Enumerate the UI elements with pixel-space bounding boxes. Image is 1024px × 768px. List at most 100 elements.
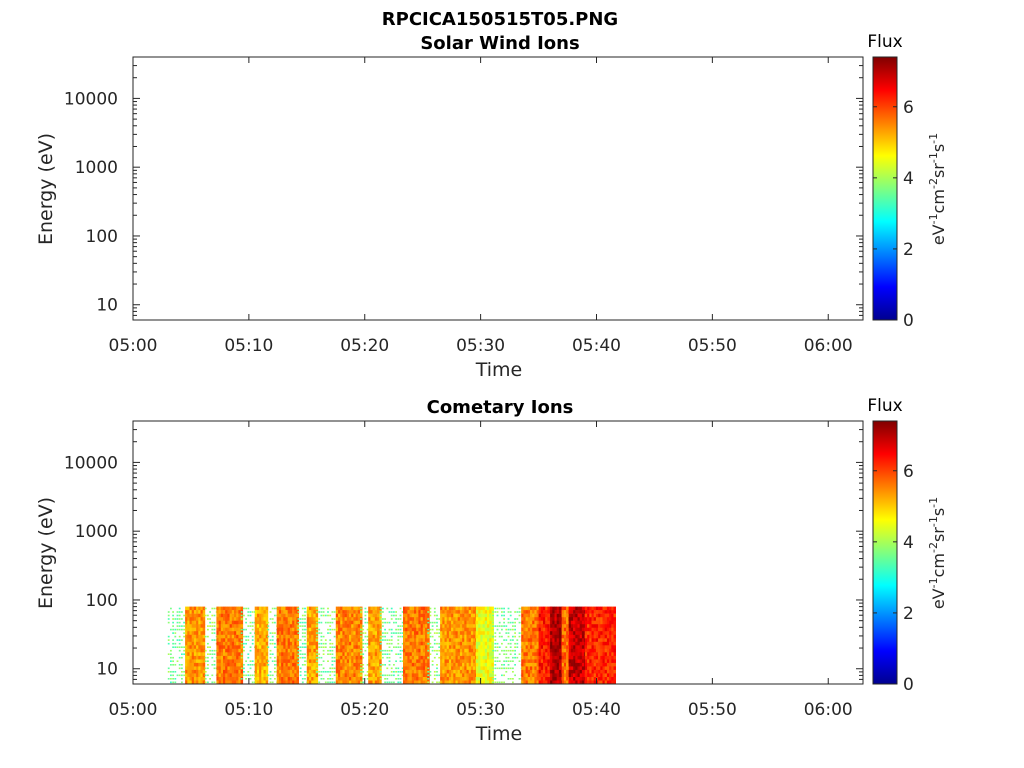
flux-cell — [167, 614, 170, 617]
flux-cell — [455, 645, 458, 650]
flux-cell — [568, 666, 572, 671]
flux-cell — [589, 634, 592, 639]
flux-cell — [289, 613, 293, 618]
flux-cell — [377, 641, 380, 646]
flux-cell — [313, 620, 316, 625]
flux-cell — [329, 632, 332, 634]
flux-cell — [438, 618, 441, 620]
flux-cell — [453, 680, 456, 685]
flux-cell — [309, 680, 312, 685]
flux-cell — [309, 669, 312, 674]
flux-cell — [344, 662, 348, 667]
flux-cell — [518, 632, 521, 634]
flux-cell — [200, 613, 203, 618]
flux-cell — [362, 632, 365, 634]
flux-cell — [411, 677, 415, 681]
flux-cell — [285, 641, 288, 646]
flux-cell — [338, 673, 341, 678]
flux-cell — [401, 667, 404, 670]
flux-cell — [382, 618, 384, 620]
flux-cell — [407, 620, 410, 625]
flux-cell — [550, 662, 553, 667]
flux-cell — [604, 655, 608, 660]
flux-cell — [390, 632, 393, 634]
flux-cell — [547, 645, 550, 650]
flux-cell — [420, 677, 424, 681]
flux-cell — [491, 641, 494, 646]
flux-cell — [407, 631, 410, 635]
flux-cell — [545, 641, 548, 646]
flux-cell — [296, 680, 299, 685]
flux-cell — [216, 613, 219, 618]
flux-cell — [388, 664, 391, 666]
flux-cell — [225, 638, 228, 643]
flux-cell — [327, 621, 329, 624]
flux-cell — [482, 655, 486, 660]
flux-cell — [249, 649, 252, 652]
flux-cell — [613, 624, 616, 628]
flux-cell — [606, 648, 610, 653]
flux-cell — [364, 632, 367, 634]
flux-cell — [320, 614, 323, 617]
flux-cell — [349, 624, 352, 628]
flux-cell — [320, 607, 323, 610]
flux-cell — [523, 680, 526, 685]
flux-cell — [191, 648, 195, 653]
flux-cell — [189, 677, 192, 681]
flux-cell — [575, 638, 578, 643]
flux-cell — [256, 624, 260, 628]
flux-cell — [292, 638, 295, 643]
flux-cell — [464, 662, 467, 667]
flux-cell — [492, 656, 494, 659]
flux-cell — [556, 631, 560, 635]
y-tick-label: 10000 — [64, 453, 118, 473]
flux-cell — [600, 645, 603, 650]
flux-cell — [198, 677, 201, 681]
flux-cell — [581, 631, 585, 635]
flux-cell — [315, 673, 319, 678]
flux-cell — [351, 627, 354, 632]
flux-cell — [191, 680, 195, 685]
flux-cell — [466, 659, 469, 664]
flux-cell — [545, 610, 548, 614]
flux-cell — [370, 617, 373, 621]
flux-cell — [223, 641, 226, 646]
flux-cell — [589, 648, 592, 653]
flux-cell — [351, 669, 354, 674]
flux-cell — [507, 678, 510, 680]
flux-cell — [238, 677, 241, 681]
flux-cell — [575, 610, 578, 614]
flux-cell — [464, 680, 467, 685]
flux-cell — [570, 669, 574, 674]
flux-cell — [251, 639, 254, 641]
flux-cell — [311, 641, 314, 646]
flux-cell — [575, 641, 578, 646]
flux-cell — [223, 620, 226, 625]
flux-cell — [591, 677, 594, 681]
flux-cell — [602, 680, 605, 685]
flux-cell — [514, 664, 516, 666]
flux-cell — [521, 610, 524, 614]
y-tick-label: 1000 — [75, 158, 118, 178]
flux-cell — [543, 610, 546, 614]
flux-cell — [200, 634, 203, 639]
flux-cell — [283, 641, 286, 646]
flux-cell — [351, 659, 354, 664]
flux-cell — [355, 606, 359, 611]
flux-cell — [311, 659, 314, 664]
flux-cell — [573, 680, 576, 685]
flux-cell — [566, 610, 569, 614]
flux-cell — [360, 649, 362, 652]
flux-cell — [587, 648, 590, 653]
flux-cell — [364, 642, 367, 645]
flux-cell — [198, 648, 201, 653]
flux-cell — [211, 632, 214, 634]
flux-cell — [604, 624, 608, 628]
flux-cell — [229, 610, 233, 614]
flux-cell — [187, 669, 190, 674]
flux-cell — [401, 674, 404, 677]
flux-cell — [382, 639, 384, 641]
flux-cell — [249, 632, 252, 634]
flux-cell — [357, 631, 361, 635]
flux-cell — [390, 628, 393, 631]
